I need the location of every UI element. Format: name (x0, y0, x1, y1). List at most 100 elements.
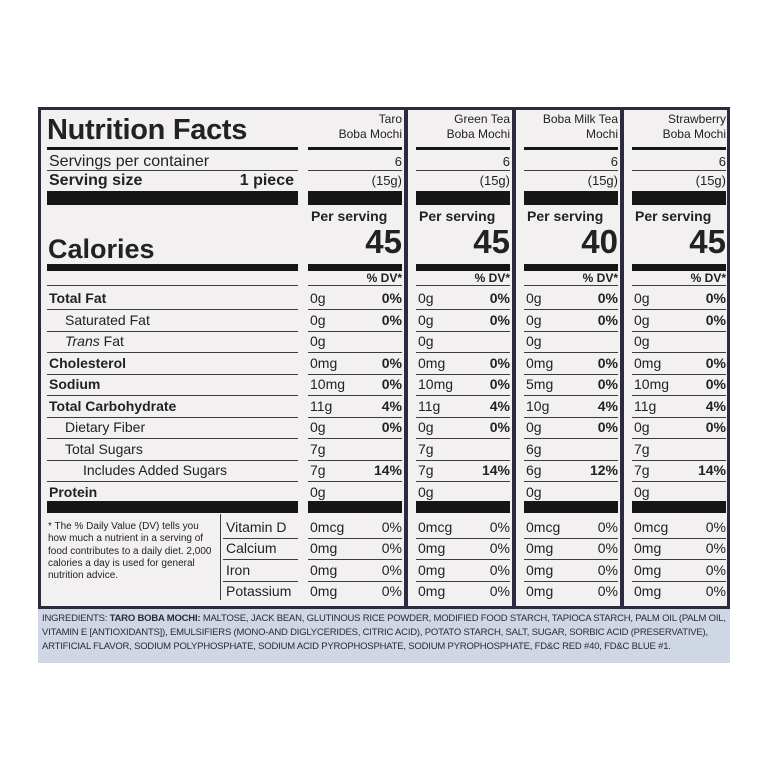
nutrient-label-row: Total Carbohydrate (49, 398, 176, 414)
left-row-rule (47, 309, 298, 310)
nutrient-label: Protein (49, 484, 98, 500)
column-row-rule (524, 352, 618, 353)
vitamin-dv-percent: 0% (381, 540, 402, 556)
per-serving-label: Per serving (419, 208, 496, 224)
column-row-rule (632, 460, 726, 461)
left-heavy-bar (47, 191, 298, 205)
nutrient-label-row: Includes Added Sugars (83, 462, 227, 478)
dv-header: % DV* (366, 271, 402, 285)
serving-grams: (15g) (371, 173, 402, 188)
vitamin-label: Calcium (226, 540, 277, 556)
vitamin-divider (220, 514, 221, 600)
vitamin-amount: 0mg (526, 583, 554, 599)
vitamin-row-rule (223, 538, 298, 539)
dv-header: % DV* (690, 271, 726, 285)
nutrient-amount: 11g (418, 398, 441, 414)
nutrient-label: Saturated Fat (65, 312, 150, 328)
column-calories-bar (524, 264, 618, 271)
product-name-line2: Boba Mochi (446, 127, 510, 141)
vitamin-column-rule (524, 581, 618, 582)
nutrient-amount: 10mg (634, 376, 670, 392)
nutrient-dv-percent: 14% (481, 462, 510, 478)
vitamin-dv-percent: 0% (489, 519, 510, 535)
column-bottom-heavy-bar (632, 501, 726, 513)
nutrient-amount: 0g (634, 484, 650, 500)
column-calories-bar (632, 264, 726, 271)
nutrient-dv-percent: 14% (697, 462, 726, 478)
column-row-rule (308, 309, 402, 310)
servings-per-container-label: Servings per container (49, 153, 210, 170)
column-calories-bar (416, 264, 510, 271)
column-dv-rule (524, 285, 618, 286)
dv-header: % DV* (582, 271, 618, 285)
vitamin-amount: 0mg (418, 583, 446, 599)
column-row-rule (416, 460, 510, 461)
nutrient-amount: 0g (418, 290, 434, 306)
nutrient-amount: 6g (526, 462, 542, 478)
ingredients-text: MALTOSE, JACK BEAN, GLUTINOUS RICE POWDE… (42, 613, 726, 652)
vitamin-column-rule (308, 559, 402, 560)
nutrient-amount: 0g (310, 419, 326, 435)
vitamin-amount: 0mg (418, 562, 446, 578)
nutrient-dv-percent: 0% (705, 290, 726, 306)
vitamin-dv-percent: 0% (381, 562, 402, 578)
vitamin-amount: 0mg (634, 562, 662, 578)
left-row-rule (47, 331, 298, 332)
vitamin-amount: 0mcg (634, 519, 669, 535)
column-row-rule (416, 395, 510, 396)
nutrient-amount: 0mg (526, 355, 554, 371)
nutrient-dv-percent: 0% (489, 419, 510, 435)
product-name-line2: Boba Mochi (338, 127, 402, 141)
serving-grams: (15g) (587, 173, 618, 188)
column-row-rule (308, 395, 402, 396)
column-row-rule (632, 374, 726, 375)
serving-size-row: Serving size 1 piece (49, 172, 294, 190)
dv-header: % DV* (474, 271, 510, 285)
nutrient-dv-percent: 4% (489, 398, 510, 414)
nutrient-dv-percent: 0% (381, 376, 402, 392)
calories-value: 45 (473, 223, 510, 260)
nutrient-dv-percent: 0% (705, 419, 726, 435)
column-row-rule (416, 417, 510, 418)
column-row-rule (416, 352, 510, 353)
nutrient-amount: 7g (634, 441, 650, 457)
nutrient-label-row: Total Fat (49, 290, 106, 306)
nutrient-amount: 5mg (526, 376, 554, 392)
vitamin-dv-percent: 0% (597, 562, 618, 578)
column-row-rule (524, 331, 618, 332)
per-serving-label: Per serving (635, 208, 712, 224)
left-thick-bar-top (47, 147, 298, 150)
left-row-rule (47, 395, 298, 396)
left-calories-bar (47, 264, 298, 271)
nutrient-amount: 0g (418, 333, 434, 349)
nutrient-label: Total Fat (49, 290, 107, 306)
servings-value: 6 (610, 154, 618, 169)
left-row-rule (47, 374, 298, 375)
product-name-line1: Green Tea (454, 112, 510, 126)
per-serving-label: Per serving (527, 208, 604, 224)
nutrient-amount: 0mg (418, 355, 446, 371)
vitamin-amount: 0mcg (526, 519, 561, 535)
nutrient-dv-percent: 0% (489, 312, 510, 328)
column-thin-rule (416, 170, 510, 171)
column-bottom-heavy-bar (416, 501, 510, 513)
column-separator (404, 110, 408, 606)
left-row-rule (47, 417, 298, 418)
column-row-rule (524, 438, 618, 439)
nutrient-amount: 0mg (310, 355, 338, 371)
nutrient-amount: 10mg (418, 376, 454, 392)
vitamin-dv-percent: 0% (597, 519, 618, 535)
nutrient-amount: 10g (526, 398, 550, 414)
column-row-rule (416, 481, 510, 482)
product-name-line2: Mochi (585, 127, 618, 141)
column-row-rule (308, 460, 402, 461)
nutrient-dv-percent: 14% (373, 462, 402, 478)
nutrient-label-row: Dietary Fiber (65, 419, 145, 435)
nutrient-dv-percent: 0% (381, 419, 402, 435)
column-row-rule (416, 374, 510, 375)
vitamin-amount: 0mg (634, 583, 662, 599)
left-dv-rule (47, 285, 298, 286)
nutrient-dv-percent: 4% (597, 398, 618, 414)
nutrient-amount: 0g (310, 484, 326, 500)
nutrient-amount: 0g (526, 333, 542, 349)
